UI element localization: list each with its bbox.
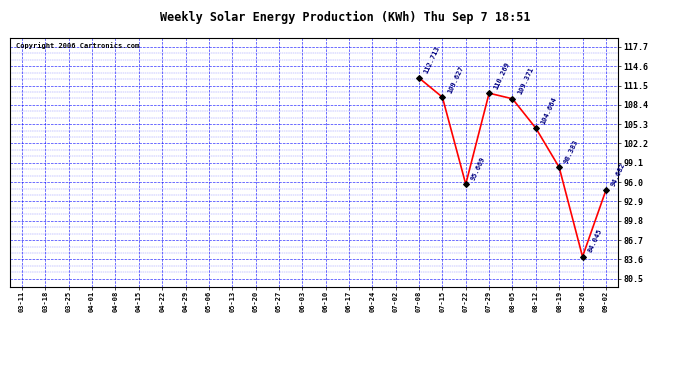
Text: Weekly Solar Energy Production (KWh) Thu Sep 7 18:51: Weekly Solar Energy Production (KWh) Thu… (160, 11, 530, 24)
Text: 84.045: 84.045 (586, 228, 603, 254)
Text: Copyright 2006 Cartronics.com: Copyright 2006 Cartronics.com (17, 42, 139, 50)
Point (553, 164, 564, 170)
Text: 109.627: 109.627 (446, 64, 464, 94)
Point (577, 254, 588, 260)
Point (484, 90, 495, 96)
Point (507, 96, 518, 102)
Point (531, 125, 542, 131)
Text: 98.383: 98.383 (563, 138, 580, 164)
Text: 94.682: 94.682 (610, 162, 627, 187)
Text: 112.713: 112.713 (423, 45, 441, 75)
Text: 110.269: 110.269 (493, 60, 511, 90)
Text: 109.371: 109.371 (517, 66, 535, 96)
Point (413, 75, 424, 81)
Point (460, 181, 471, 187)
Text: 104.664: 104.664 (540, 96, 558, 125)
Text: 95.669: 95.669 (470, 155, 486, 181)
Point (437, 94, 448, 100)
Point (600, 188, 611, 194)
